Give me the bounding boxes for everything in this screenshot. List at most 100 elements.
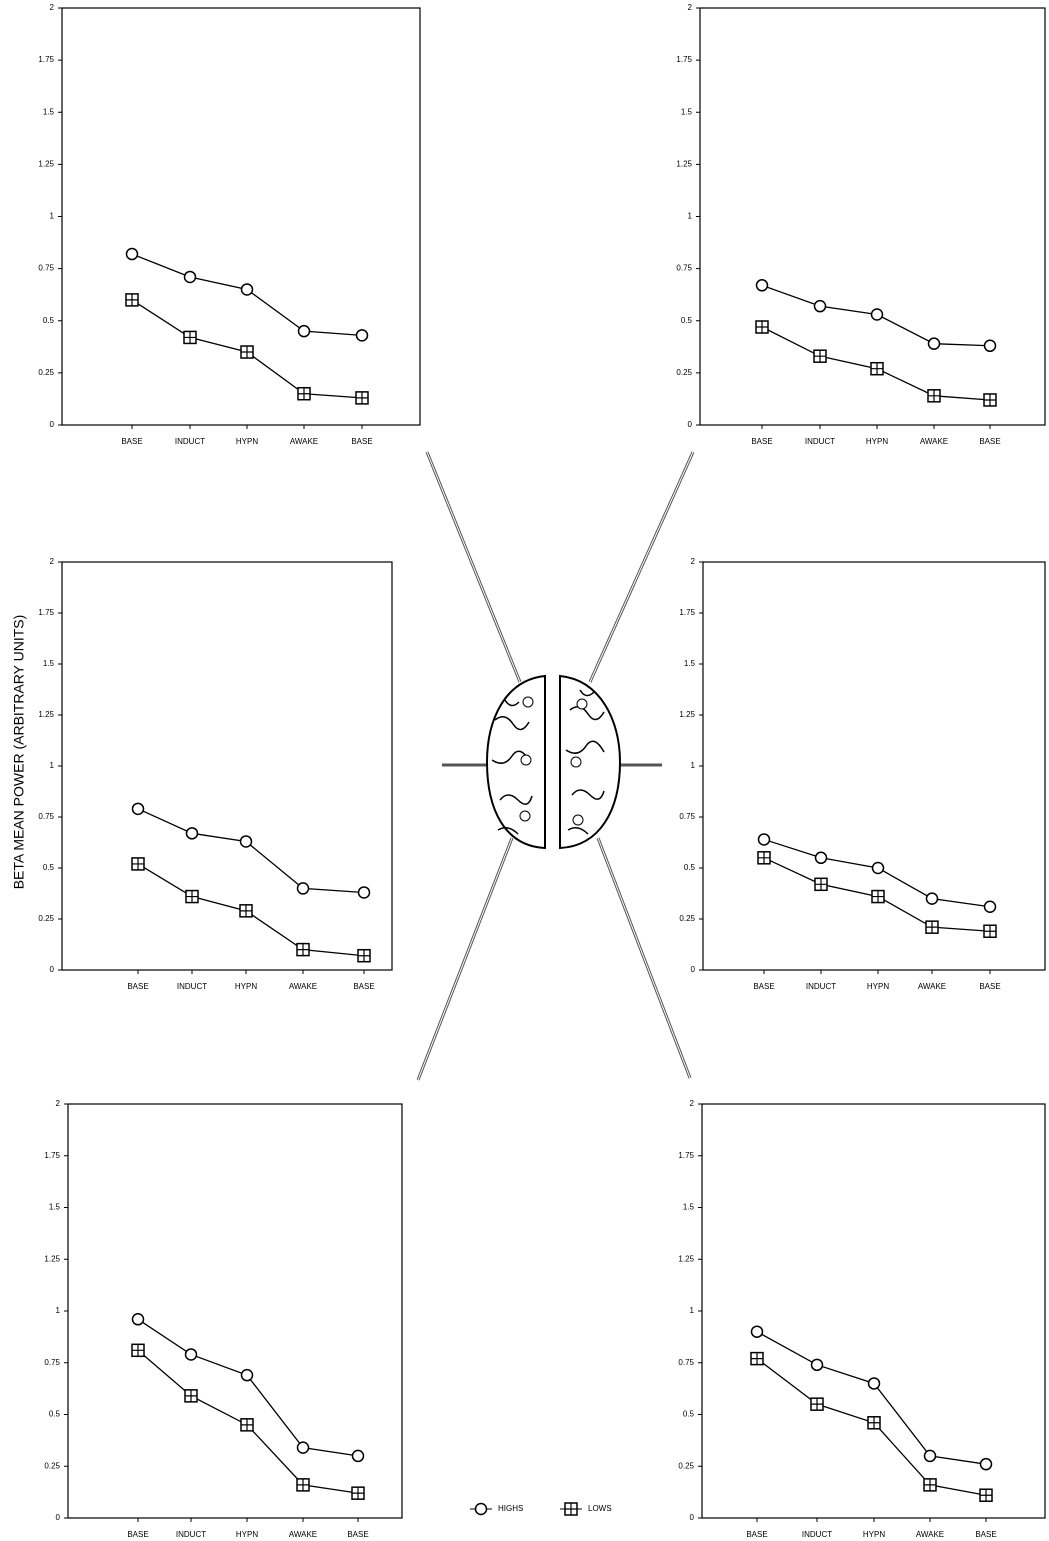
y-tick-label: 0.75 (38, 812, 54, 821)
x-tick-label: BASE (979, 437, 1000, 446)
marker-cross (132, 857, 144, 870)
y-tick-label: 0.75 (676, 264, 692, 273)
x-tick-label: BASE (121, 437, 142, 446)
electrode (522, 696, 534, 708)
y-tick-label: 0 (50, 420, 55, 429)
marker (240, 283, 254, 296)
y-tick-label: 1 (56, 1306, 61, 1315)
x-tick-label: INDUCT (176, 1530, 206, 1539)
electrode (570, 756, 582, 768)
marker (983, 393, 997, 407)
marker (131, 802, 145, 816)
marker (810, 1397, 824, 1411)
marker-cross (814, 350, 826, 363)
marker-cross (240, 904, 252, 917)
x-tick-label: HYPN (867, 982, 889, 991)
marker-cross (126, 293, 138, 306)
marker-cross (186, 890, 198, 903)
marker-cross (980, 1489, 992, 1502)
connector (417, 837, 513, 1081)
y-tick-label: 1 (688, 212, 693, 221)
marker-cross (871, 362, 883, 375)
x-tick-label: BASE (751, 437, 772, 446)
x-tick-label: INDUCT (177, 982, 207, 991)
marker (979, 1457, 993, 1471)
marker (357, 948, 371, 963)
y-tick-label: 0.25 (679, 914, 695, 923)
x-tick-label: BASE (753, 982, 774, 991)
x-tick-label: BASE (351, 437, 372, 446)
x-tick-label: BASE (347, 1530, 368, 1539)
marker (983, 339, 997, 353)
marker-cross (356, 391, 368, 404)
y-tick-label: 1 (690, 1306, 695, 1315)
y-tick-label: 0.5 (43, 863, 55, 872)
x-tick-label: INDUCT (806, 982, 836, 991)
marker (125, 293, 139, 307)
marker (297, 386, 311, 401)
marker (131, 857, 145, 871)
y-tick-label: 0.5 (43, 316, 55, 325)
marker (927, 389, 941, 403)
y-tick-label: 0.25 (678, 1461, 694, 1470)
x-tick-label: AWAKE (918, 982, 946, 991)
line-chart: 0 0.25 0.5 0.75 1 1.25 1.5 1.75 2 BASE INDUCT HYPN A… (678, 1099, 1046, 1539)
marker (925, 920, 939, 934)
y-tick-label: 0.5 (49, 1410, 61, 1419)
y-tick-label: 0.5 (683, 1410, 695, 1419)
x-tick-label: BASE (746, 1530, 767, 1539)
x-tick-label: AWAKE (920, 437, 948, 446)
connector (589, 451, 694, 683)
x-tick-label: AWAKE (290, 437, 318, 446)
y-tick-label: 1.5 (681, 107, 693, 116)
marker (867, 1377, 881, 1390)
x-tick-label: HYPN (235, 982, 257, 991)
y-tick-label: 0.75 (679, 812, 695, 821)
y-tick-label: 1.5 (43, 107, 55, 116)
y-tick-label: 1.25 (38, 159, 54, 168)
marker (757, 833, 771, 846)
marker (871, 889, 885, 904)
x-tick-label: AWAKE (916, 1530, 944, 1539)
x-tick-label: BASE (979, 982, 1000, 991)
y-tick-label: 1.75 (44, 1151, 60, 1160)
line-chart: 0 0.25 0.5 0.75 1 1.25 1.5 1.75 2 BASE INDUCT HYPN A… (676, 3, 1046, 446)
electrode (520, 754, 532, 766)
y-tick-label: 0.25 (44, 1461, 60, 1470)
y-tick-label: 0 (56, 1513, 61, 1522)
marker (870, 308, 884, 321)
marker (296, 882, 310, 895)
marker (183, 330, 197, 345)
marker (813, 299, 827, 313)
marker-cross (751, 1352, 763, 1365)
marker-cross (984, 925, 996, 938)
marker-cross (352, 1487, 364, 1500)
y-tick-label: 2 (50, 3, 55, 12)
marker (813, 349, 827, 363)
line-chart: 0 0.25 0.5 0.75 1 1.25 1.5 1.75 2 BASE INDUCT HYPN A… (44, 1099, 403, 1539)
line-chart: 0 0.25 0.5 0.75 1 1.25 1.5 1.75 2 BASE INDUCT HYPN A… (38, 557, 393, 991)
marker (814, 877, 828, 892)
y-tick-label: 1.75 (679, 608, 695, 617)
y-tick-label: 1.75 (38, 608, 54, 617)
marker (927, 337, 941, 350)
left-hemisphere (485, 674, 546, 850)
marker (923, 1478, 937, 1492)
marker (131, 1343, 145, 1358)
marker-cross (132, 1344, 144, 1357)
marker-cross (297, 1478, 309, 1491)
marker (240, 1368, 254, 1382)
marker (240, 1418, 254, 1432)
y-tick-label: 2 (56, 1099, 61, 1108)
connector (426, 451, 521, 683)
y-tick-label: 1.25 (679, 710, 695, 719)
marker (757, 851, 771, 865)
marker (925, 892, 939, 905)
marker-cross (815, 878, 827, 891)
marker-cross (565, 1503, 577, 1515)
electrode (572, 814, 584, 826)
legend-label: LOWS (588, 1504, 612, 1513)
x-tick-label: HYPN (236, 1530, 258, 1539)
marker-cross (184, 331, 196, 344)
